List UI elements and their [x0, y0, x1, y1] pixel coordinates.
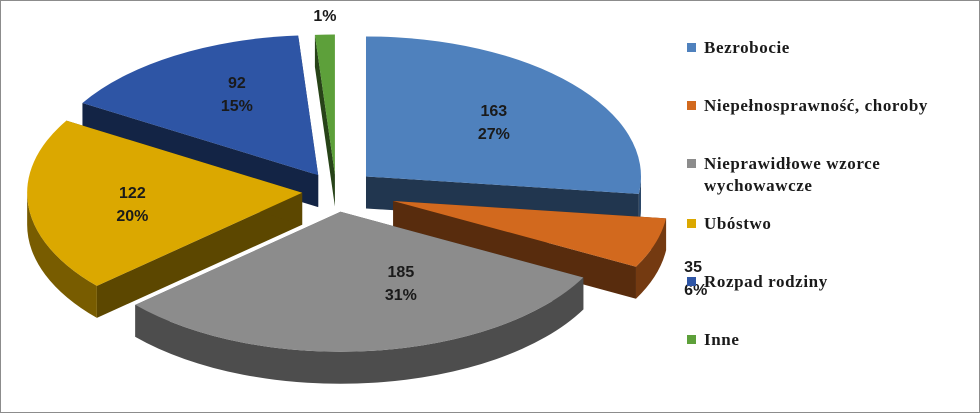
legend-item: Ubóstwo — [687, 213, 954, 235]
legend-label-line: wychowawcze — [704, 176, 813, 195]
legend-label: Bezrobocie — [704, 37, 954, 59]
legend-item: Inne — [687, 329, 954, 351]
legend-label-line: Niepełnosprawność, choroby — [704, 96, 929, 115]
pie-slice-5-rozpad-rodziny — [82, 35, 319, 176]
pie-slice-outer-wall — [635, 218, 667, 299]
legend-swatch — [687, 219, 696, 228]
legend-item: Nieprawidłowe wzorce wychowawcze — [687, 153, 954, 197]
slice-value-label: 185 — [388, 264, 415, 281]
legend-swatch — [687, 101, 696, 110]
legend-label-line: Bezrobocie — [704, 38, 790, 57]
slice-percent-label: 15% — [221, 98, 253, 115]
pie-slice-cut-face — [96, 192, 303, 318]
legend-item: Bezrobocie — [687, 37, 954, 59]
pie-slice-outer-wall — [27, 192, 97, 318]
pie-slice-cut-face — [393, 200, 636, 299]
pie-top-faces — [27, 34, 667, 352]
slice-percent-label: 1% — [313, 8, 336, 25]
slice-percent-label: 6% — [684, 282, 707, 299]
legend-swatch — [687, 159, 696, 168]
pie-slice-6-inne — [314, 34, 335, 175]
legend-label: Niepełnosprawność, choroby — [704, 95, 954, 117]
pie-slice-outer-wall — [135, 277, 584, 384]
slice-value-label: 35 — [684, 259, 702, 276]
slice-percent-label: 31% — [385, 287, 417, 304]
legend-label: Inne — [704, 329, 954, 351]
pie-slice-cut-face — [314, 34, 335, 207]
legend-item: Niepełnosprawność, choroby — [687, 95, 954, 117]
pie-slice-wall-6 — [314, 34, 335, 207]
slice-percent-label: 20% — [116, 208, 148, 225]
legend-label-line: Rozpad rodziny — [704, 272, 828, 291]
slice-value-label: 122 — [119, 185, 146, 202]
pie-slice-4-ubóstwo — [27, 120, 303, 286]
pie-slice-outer-wall — [638, 176, 641, 226]
slice-value-label: 163 — [480, 103, 507, 120]
legend-label: Ubóstwo — [704, 213, 954, 235]
legend-label-line: Ubóstwo — [704, 214, 772, 233]
legend-swatch — [687, 335, 696, 344]
legend-swatch — [687, 277, 696, 286]
legend-item: Rozpad rodziny — [687, 271, 954, 293]
slice-value-label: 7 — [320, 1, 329, 2]
legend-swatch — [687, 43, 696, 52]
slice-value-label: 92 — [228, 75, 246, 92]
pie-slice-3-nieprawidłowe-wzorce-wychowawcze — [135, 211, 584, 352]
legend-label: Nieprawidłowe wzorce wychowawcze — [704, 153, 954, 197]
legend-label-line: Inne — [704, 330, 740, 349]
legend-label-line: Nieprawidłowe wzorce — [704, 154, 881, 173]
pie-slice-2-niepełnosprawność-choroby — [393, 200, 667, 267]
pie-data-labels: 163 27% 35 6% 185 31% 122 20% 92 15% 7 1% — [116, 1, 707, 304]
legend-label: Rozpad rodziny — [704, 271, 954, 293]
slice-percent-label: 27% — [478, 126, 510, 143]
pie-slice-1-bezrobocie — [365, 36, 641, 194]
